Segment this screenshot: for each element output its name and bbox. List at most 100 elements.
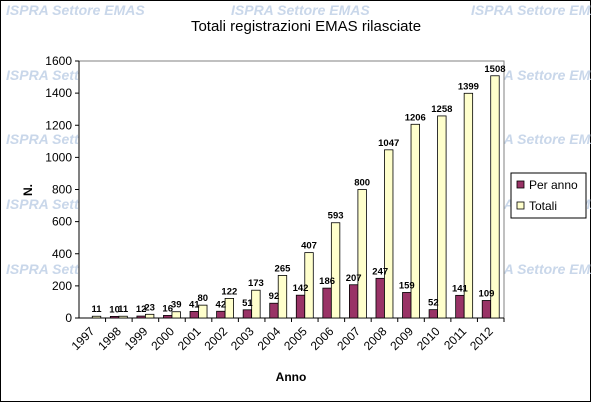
x-tick-label: 2012: [467, 324, 496, 353]
data-label-totali: 122: [221, 286, 237, 297]
data-label-per-anno: 41: [189, 299, 200, 310]
x-tick-label: 2010: [414, 324, 443, 353]
bar-per-anno: [136, 315, 146, 319]
data-label-per-anno: 247: [372, 266, 388, 277]
x-tick-label: 2007: [334, 324, 363, 353]
bar-per-anno: [269, 302, 279, 319]
bar-totali: [437, 115, 447, 319]
bar-totali: [463, 92, 474, 319]
x-tick-label: 2001: [175, 324, 204, 353]
bar-totali: [171, 311, 181, 319]
y-tick-label: 200: [52, 279, 72, 293]
bar-totali: [410, 123, 420, 319]
data-label-totali: 11: [118, 304, 129, 315]
y-tick-label: 400: [52, 247, 72, 261]
data-label-per-anno: 141: [452, 283, 469, 294]
bar-per-anno: [295, 294, 306, 319]
data-label-totali: 593: [328, 211, 344, 222]
x-tick-label: 2004: [255, 324, 284, 353]
x-tick-label: 2008: [361, 324, 390, 353]
bar-totali: [330, 222, 341, 319]
bar-per-anno: [109, 315, 120, 319]
y-tick-label: 600: [52, 215, 72, 229]
watermark-text: ISPRA Settore EMAS: [6, 2, 145, 18]
data-label-per-anno: 142: [293, 283, 309, 294]
bar-totali: [118, 315, 128, 319]
data-label-totali: 1258: [431, 104, 452, 115]
bar-per-anno: [349, 284, 359, 319]
bar-totali: [145, 313, 155, 319]
x-tick-label: 1998: [95, 324, 124, 353]
data-label-totali: 1399: [458, 81, 479, 92]
bar-per-anno: [375, 277, 385, 319]
bar-per-anno: [402, 292, 412, 319]
x-tick-label: 1999: [122, 324, 151, 353]
watermark-text: ISPRA Settore EMAS: [231, 2, 370, 18]
bar-per-anno: [481, 300, 492, 319]
data-label-per-anno: 16: [162, 303, 173, 314]
y-tick-label: 0: [65, 311, 72, 325]
x-tick-label: 2011: [441, 324, 469, 352]
data-label-per-anno: 186: [319, 276, 335, 287]
bar-per-anno: [428, 309, 438, 319]
data-label-totali: 80: [197, 293, 208, 304]
data-label-per-anno: 51: [242, 298, 253, 309]
x-tick-label: 2005: [281, 324, 310, 353]
x-axis-title: Anno: [276, 370, 307, 384]
data-label-per-anno: 109: [479, 288, 495, 299]
x-tick-label: 2006: [308, 324, 337, 353]
data-label-per-anno: 42: [216, 299, 227, 310]
y-tick-label: 1400: [45, 86, 72, 100]
x-tick-label: 2002: [201, 324, 230, 353]
bar-totali: [304, 252, 314, 319]
y-axis-title: N.: [21, 184, 35, 196]
bar-per-anno: [242, 309, 253, 319]
bar-per-anno: [189, 311, 199, 319]
bars-layer: [91, 75, 500, 319]
y-tick-label: 1000: [45, 150, 72, 164]
x-tick-label: 2000: [148, 324, 177, 353]
data-label-per-anno: 159: [399, 280, 415, 291]
legend-box: [510, 172, 587, 219]
x-tick-label: 2009: [387, 324, 416, 353]
bar-totali: [384, 149, 394, 319]
bar-totali: [277, 275, 288, 319]
data-label-per-anno: 10: [109, 304, 120, 315]
watermark-text: ISPRA Settore EMAS: [471, 2, 591, 18]
data-label-totali: 800: [354, 178, 370, 189]
bar-per-anno: [163, 315, 173, 319]
bar-per-anno: [322, 287, 332, 319]
data-label-totali: 1206: [405, 112, 426, 123]
bar-per-anno: [216, 310, 226, 319]
data-label-totali: 1047: [378, 138, 399, 149]
legend-label-totali: Totali: [529, 199, 557, 213]
data-label-totali: 265: [275, 263, 292, 274]
y-tick-label: 1600: [45, 54, 72, 68]
data-label-per-anno: 207: [346, 273, 362, 284]
chart-title: Totali registrazioni EMAS rilasciate: [191, 18, 421, 35]
bar-totali: [357, 189, 367, 319]
bar-totali: [251, 289, 261, 319]
data-label-totali: 39: [171, 300, 182, 311]
data-label-totali: 407: [301, 241, 317, 252]
x-tick-label: 1997: [69, 324, 98, 353]
data-label-totali: 23: [144, 302, 155, 313]
legend-label-per-anno: Per anno: [529, 178, 578, 192]
bar-totali: [490, 75, 500, 319]
y-tick-label: 800: [52, 183, 72, 197]
data-label-totali: 173: [248, 278, 264, 289]
x-tick-label: 2003: [228, 324, 257, 353]
data-label-totali: 11: [92, 304, 103, 315]
data-label-per-anno: 52: [428, 298, 439, 309]
bar-totali: [91, 315, 102, 319]
legend-swatch-per-anno: [516, 180, 525, 189]
plot-area: [78, 60, 505, 319]
data-label-totali: 1508: [484, 64, 505, 75]
bar-totali: [198, 304, 208, 319]
bar-per-anno: [455, 294, 465, 319]
y-tick-label: 1200: [45, 118, 72, 132]
bar-totali: [224, 298, 234, 319]
legend-swatch-totali: [516, 201, 525, 210]
